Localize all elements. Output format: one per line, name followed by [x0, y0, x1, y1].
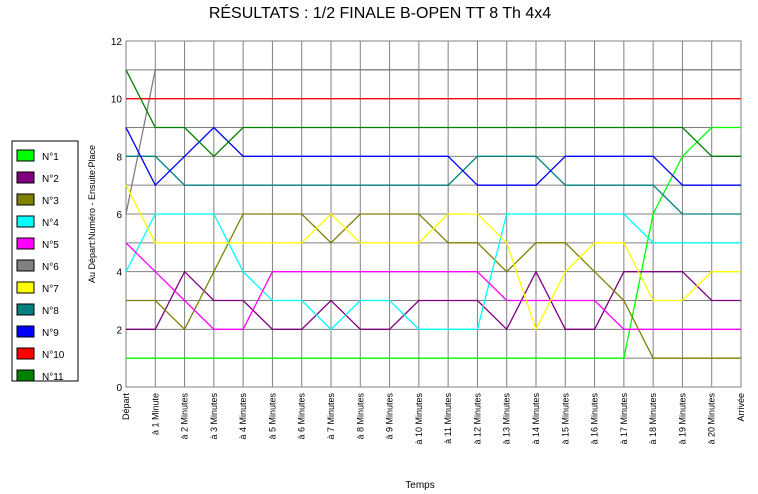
legend-label: N°1	[42, 152, 59, 163]
y-tick-label: 0	[116, 383, 122, 394]
x-tick-label: à 3 Minutes	[209, 393, 219, 440]
x-tick-label: à 1 Minute	[150, 393, 160, 435]
x-tick-label: à 12 Minutes	[472, 393, 482, 445]
series-line	[125, 69, 741, 215]
x-tick-label: à 14 Minutes	[531, 393, 541, 445]
legend-swatch	[16, 347, 35, 360]
legend-label: N°6	[42, 262, 59, 273]
legend-swatch	[16, 193, 35, 206]
x-tick-label: à 7 Minutes	[326, 393, 336, 440]
legend-swatch	[16, 259, 35, 272]
y-tick-label: 10	[111, 95, 123, 106]
legend-swatch	[16, 149, 35, 162]
x-tick-label: à 15 Minutes	[560, 393, 570, 445]
legend-swatch	[16, 215, 35, 228]
legend-label: N°2	[42, 174, 59, 185]
x-tick-label: à 6 Minutes	[297, 393, 307, 440]
x-tick-label: à 10 Minutes	[414, 393, 424, 445]
y-tick-label: 2	[116, 325, 122, 336]
legend-swatch	[16, 237, 35, 250]
y-axis-label: Au Départ:Numéro - Ensuite:Place	[87, 145, 97, 283]
series-line	[126, 155, 741, 215]
x-tick-label: à 17 Minutes	[619, 393, 629, 445]
legend-label: N°9	[42, 328, 59, 339]
x-tick-label: à 5 Minutes	[267, 393, 277, 440]
x-tick-label: à 9 Minutes	[385, 393, 395, 440]
y-tick-label: 8	[116, 152, 122, 163]
x-tick-label: à 8 Minutes	[355, 393, 365, 440]
legend-label: N°7	[42, 284, 59, 295]
x-tick-label: à 2 Minutes	[180, 393, 190, 440]
legend-swatch	[16, 281, 35, 294]
legend-label: N°8	[42, 306, 59, 317]
legend-label: N°3	[42, 196, 59, 207]
legend-label: N°10	[42, 350, 65, 361]
series-line	[125, 184, 741, 332]
x-tick-label: à 20 Minutes	[707, 393, 717, 445]
x-tick-label: Départ	[121, 393, 131, 421]
series-line	[126, 126, 741, 359]
x-axis-label: Temps	[405, 480, 434, 491]
y-tick-label: 12	[111, 37, 123, 48]
legend-swatch	[16, 303, 35, 316]
legend-swatch	[16, 369, 35, 382]
series-line	[125, 69, 741, 158]
series-line	[125, 242, 741, 330]
x-tick-label: à 18 Minutes	[648, 393, 658, 445]
legend-label: N°5	[42, 240, 59, 251]
x-tick-label: à 4 Minutes	[238, 393, 248, 440]
legend-swatch	[16, 325, 35, 338]
x-tick-label: Arrivée	[736, 393, 746, 422]
legend-swatch	[16, 171, 35, 184]
legend-label: N°4	[42, 218, 59, 229]
x-tick-label: à 19 Minutes	[677, 393, 687, 445]
x-tick-label: à 13 Minutes	[502, 393, 512, 445]
chart-title: RÉSULTATS : 1/2 FINALE B-OPEN TT 8 Th 4x…	[209, 3, 551, 22]
legend-label: N°11	[42, 372, 64, 383]
y-tick-label: 4	[116, 268, 122, 279]
x-tick-label: à 11 Minutes	[443, 393, 453, 444]
y-tick-label: 6	[116, 210, 122, 221]
x-tick-label: à 16 Minutes	[590, 393, 600, 445]
